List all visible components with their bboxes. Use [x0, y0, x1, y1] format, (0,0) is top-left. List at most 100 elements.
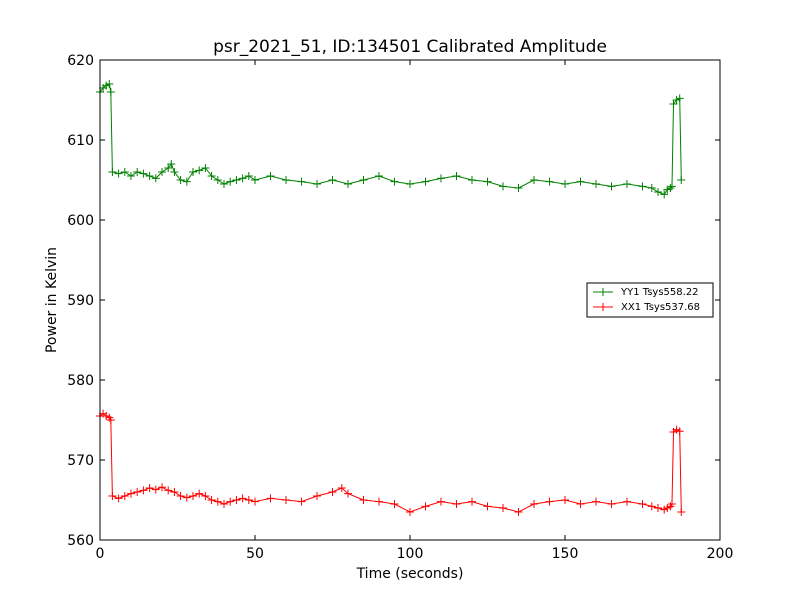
y-tick-label-560: 560: [67, 533, 94, 549]
series-0-point-39: [406, 180, 414, 188]
series-1-point-52: [607, 500, 616, 508]
x-axis: 0 50 100 150 200: [96, 60, 734, 562]
series-0-point-3: [105, 80, 114, 88]
series-1-point-26: [238, 494, 247, 503]
chart-title: psr_2021_51, ID:134501 Calibrated Amplit…: [213, 37, 607, 57]
series-1-point-33: [328, 488, 337, 496]
series-1-point-42: [452, 500, 461, 508]
series-1-point-5: [108, 492, 117, 500]
legend-box: [586, 282, 714, 318]
x-tick-label-150: 150: [552, 546, 579, 562]
series-0-point-24: [220, 180, 228, 188]
series-0-point-48: [545, 177, 554, 186]
series-0-point-53: [623, 180, 631, 188]
series-0-point-52: [607, 182, 616, 191]
series-0-point-64: [677, 176, 686, 184]
series-0-point-6: [114, 169, 123, 178]
series-1-point-9: [133, 488, 142, 496]
series-1-point-51: [592, 497, 600, 506]
series-1-point-56: [654, 504, 662, 512]
series-0-point-55: [647, 184, 656, 192]
series-0-point-31: [282, 176, 290, 184]
series-1-point-17: [182, 493, 191, 502]
series-0-point-56: [654, 188, 662, 196]
series-1-point-14: [164, 486, 173, 495]
series-0-point-26: [232, 176, 241, 184]
series-0-point-16: [170, 168, 179, 176]
y-tick-label-600: 600: [67, 213, 94, 229]
series-0-point-36: [359, 176, 368, 184]
series-1-point-28: [251, 497, 259, 506]
series-0-point-19: [189, 168, 197, 176]
series-0-point-11: [145, 172, 154, 180]
series-1-point-21: [207, 496, 216, 504]
series-0-point-5: [108, 168, 117, 176]
series-1-point-22: [213, 497, 222, 506]
series-0-point-22: [207, 172, 216, 180]
series-1-point-13: [158, 483, 166, 492]
y-tick-label-570: 570: [67, 453, 94, 469]
series-1-point-38: [390, 500, 399, 508]
series-0-point-27: [238, 174, 247, 183]
y-axis: 560 570 580 590 600 610 620: [67, 53, 720, 549]
y-axis-title: Power in Kelvin: [44, 247, 60, 353]
plot-markers: [96, 80, 686, 516]
series-1-point-20: [201, 492, 210, 500]
series-0-point-30: [266, 172, 275, 180]
series-1-point-41: [437, 497, 445, 506]
series-1-point-54: [638, 500, 647, 508]
series-0-point-40: [421, 177, 430, 186]
x-tick-label-0: 0: [96, 546, 105, 562]
series-0-point-46: [514, 184, 523, 192]
legend-marker-yy1: [599, 288, 607, 296]
series-1-point-15: [170, 488, 179, 496]
series-0-point-44: [483, 177, 492, 186]
series-1-point-19: [195, 489, 204, 498]
series-0-point-59: [666, 184, 675, 192]
series-1-point-12: [151, 485, 160, 494]
y-tick-label-610: 610: [67, 133, 94, 149]
series-0-point-60: [667, 182, 676, 191]
series-0-point-63: [675, 94, 684, 103]
series-1-point-16: [176, 492, 185, 500]
series-0-point-28: [244, 172, 253, 180]
series-1-point-43: [468, 497, 476, 506]
series-0-point-35: [344, 180, 352, 188]
series-0-point-47: [530, 176, 538, 184]
series-0-point-37: [375, 172, 383, 180]
series-1-point-4: [106, 416, 115, 424]
series-0-point-38: [390, 177, 399, 186]
series-1-point-40: [421, 502, 430, 511]
series-0-point-32: [297, 177, 306, 186]
series-0-point-54: [638, 182, 647, 191]
series-1-point-30: [282, 496, 290, 504]
series-0-point-18: [182, 177, 191, 186]
legend: YY1 Tsys558.22 XX1 Tsys537.68: [586, 282, 714, 318]
series-1-point-44: [483, 502, 492, 511]
series-0-point-13: [158, 168, 166, 176]
series-1-point-49: [561, 496, 569, 504]
series-0-point-49: [561, 180, 569, 188]
series-1-point-8: [127, 489, 135, 498]
x-tick-label-200: 200: [707, 546, 734, 562]
series-1-point-11: [145, 484, 154, 492]
y-tick-label-590: 590: [67, 293, 94, 309]
series-0-point-34: [328, 176, 337, 184]
series-1-point-35: [344, 489, 352, 498]
series-1-point-55: [647, 502, 656, 511]
series-1-point-48: [545, 497, 554, 506]
series-0-point-12: [151, 174, 160, 183]
series-0-point-41: [437, 174, 445, 183]
series-1-point-39: [406, 508, 414, 516]
series-1-point-53: [623, 497, 631, 506]
series-0-point-43: [468, 176, 476, 184]
series-0-point-7: [120, 168, 129, 176]
series-1-point-27: [244, 496, 253, 504]
series-0-point-23: [213, 176, 222, 184]
series-0-point-21: [201, 164, 210, 172]
series-1-point-29: [266, 494, 275, 503]
series-1-point-18: [189, 492, 197, 500]
series-1-point-31: [297, 497, 306, 506]
series-1-point-47: [530, 500, 538, 508]
